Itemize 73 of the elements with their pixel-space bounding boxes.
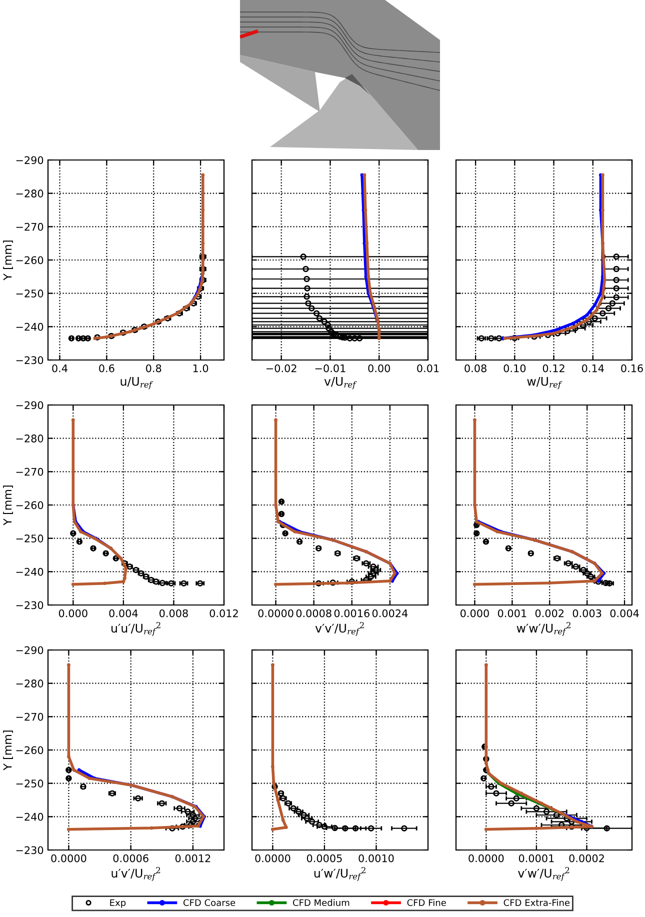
x-axis-title: w′w′/U$_{ref}$$^{2}$ (516, 622, 570, 636)
x-tick-label: 0.001 (498, 609, 526, 618)
x-tick-label: 0.008 (159, 609, 188, 618)
legend-label: CFD Extra-Fine (504, 899, 570, 906)
y-tick-label: −270 (16, 222, 44, 231)
x-tick-label: 0.004 (109, 609, 138, 618)
x-tick-label: 0.000 (460, 609, 489, 618)
y-tick-label: −240 (16, 812, 44, 821)
x-tick-label: 0.0006 (113, 854, 148, 862)
y-tick-label: −260 (16, 746, 44, 754)
x-axis-title: v/U$_{ref}$ (324, 377, 357, 390)
y-tick-label: −270 (16, 468, 44, 476)
y-tick-label: −250 (16, 534, 44, 542)
x-tick-label: 0.003 (572, 609, 602, 618)
x-tick-label: 0.0002 (569, 854, 604, 862)
x-tick-label: −0.01 (315, 364, 346, 372)
x-tick-label: 0.0016 (334, 609, 370, 618)
y-axis-title: Y [mm] (3, 240, 13, 280)
x-axis-title: u′w′/U$_{ref}$$^{2}$ (314, 867, 366, 882)
x-tick-label: 0.0005 (306, 854, 342, 862)
y-tick-label: −280 (16, 680, 44, 688)
x-axis-title: w/U$_{ref}$ (527, 377, 562, 390)
y-tick-label: −250 (16, 290, 44, 298)
x-tick-label: 0.0000 (258, 609, 294, 618)
y-tick-label: −280 (16, 434, 44, 442)
x-tick-label: 0.0000 (51, 854, 86, 862)
x-tick-label: 1.0 (193, 364, 208, 372)
x-tick-label: 0.08 (464, 364, 486, 372)
x-tick-label: 0.0010 (358, 854, 394, 862)
x-tick-label: 0.000 (58, 609, 88, 618)
x-axis-title: u′v′/U$_{ref}$$^{2}$ (112, 867, 160, 882)
x-tick-label: 0.002 (535, 609, 564, 618)
x-axis-title: u/U$_{ref}$ (120, 377, 154, 390)
x-axis-title: v′w′/U$_{ref}$$^{2}$ (518, 867, 570, 882)
x-tick-label: 0.00 (368, 364, 390, 372)
y-tick-label: −230 (16, 601, 44, 610)
x-tick-label: 0.0000 (255, 854, 290, 862)
y-tick-label: −260 (16, 256, 44, 264)
y-tick-label: −240 (16, 322, 44, 331)
x-tick-label: 0.0024 (372, 609, 408, 618)
y-tick-label: −230 (16, 846, 44, 854)
y-axis-title: Y [mm] (3, 486, 13, 526)
x-tick-label: 0.4 (52, 364, 68, 372)
x-tick-label: 0.01 (417, 364, 439, 372)
x-tick-label: 0.0001 (518, 854, 554, 862)
x-tick-label: −0.02 (266, 364, 296, 372)
legend-label: CFD Coarse (183, 899, 236, 906)
y-tick-label: −290 (16, 401, 44, 410)
x-axis-title: u′u′/U$_{ref}$$^{2}$ (112, 622, 160, 636)
y-tick-label: −270 (16, 712, 44, 721)
x-tick-label: 0.012 (210, 609, 238, 618)
x-tick-label: 0.10 (504, 364, 526, 372)
y-tick-label: −240 (16, 568, 44, 576)
legend-label: CFD Medium (292, 899, 350, 906)
legend-label: CFD Fine (407, 899, 446, 906)
x-tick-label: 0.0000 (468, 854, 504, 862)
x-tick-label: 0.0012 (175, 854, 210, 862)
x-tick-label: 0.8 (146, 364, 162, 372)
y-tick-label: −290 (16, 156, 44, 164)
x-tick-label: 0.12 (542, 364, 564, 372)
x-tick-label: 0.004 (610, 609, 639, 618)
y-tick-label: −290 (16, 646, 44, 654)
y-axis-title: Y [mm] (3, 730, 13, 770)
x-axis-title: v′v′/U$_{ref}$$^{2}$ (315, 622, 364, 636)
x-tick-label: 0.6 (99, 364, 114, 372)
y-tick-label: −250 (16, 780, 44, 788)
y-tick-label: −280 (16, 190, 44, 198)
x-tick-label: 0.0008 (296, 609, 332, 618)
legend-label: Exp (110, 899, 126, 908)
x-tick-label: 0.14 (582, 364, 604, 372)
y-tick-label: −230 (16, 356, 44, 364)
x-tick-label: 0.16 (621, 364, 643, 372)
y-tick-label: −260 (16, 501, 44, 510)
